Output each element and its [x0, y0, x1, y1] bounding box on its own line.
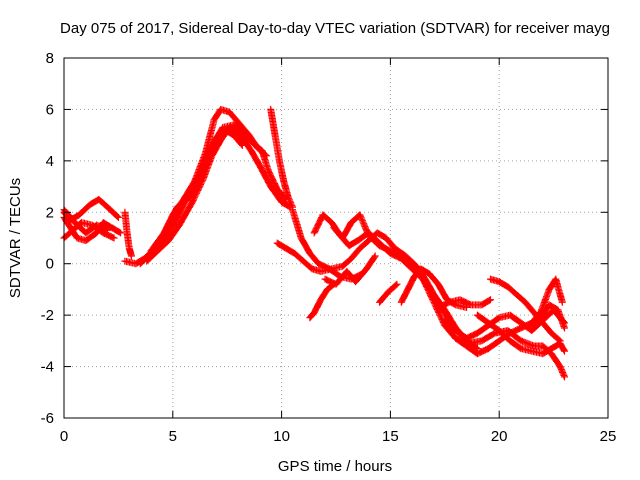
- y-tick-label: 6: [46, 101, 54, 118]
- grid: [64, 58, 608, 418]
- series-track-18: [397, 265, 471, 311]
- point-markers: [267, 105, 296, 211]
- x-tick-label: 20: [491, 428, 508, 445]
- x-tick-label: 10: [273, 428, 290, 445]
- y-tick-label: -2: [41, 307, 54, 324]
- point-markers: [321, 252, 379, 288]
- series-track-25: [528, 301, 568, 332]
- y-tick-label: 0: [46, 256, 54, 273]
- x-axis-label: GPS time / hours: [278, 458, 392, 475]
- series-track-5: [121, 208, 135, 260]
- chart-title: Day 075 of 2017, Sidereal Day-to-day VTE…: [60, 20, 610, 37]
- point-markers: [376, 280, 401, 306]
- point-markers: [306, 280, 338, 322]
- series-track-12: [306, 280, 338, 322]
- point-markers: [434, 296, 494, 311]
- series-track-19: [434, 296, 494, 311]
- y-tick-label: 4: [46, 153, 54, 170]
- series-track-9: [147, 121, 290, 255]
- series-track-17: [376, 280, 401, 306]
- series-track-16: [321, 252, 379, 288]
- data-points: [60, 105, 568, 381]
- y-tick-label: 8: [46, 50, 54, 67]
- x-tick-label: 15: [382, 428, 399, 445]
- y-axis-label: SDTVAR / TECUs: [7, 178, 24, 298]
- point-markers: [528, 301, 568, 332]
- y-tick-label: -6: [41, 410, 54, 427]
- x-tick-label: 25: [600, 428, 617, 445]
- point-markers: [330, 211, 492, 358]
- plot-frame: [63, 57, 609, 419]
- axes: 0 5 10 15 20 25 -6 -4 -2 0 2 4 6 8: [41, 50, 617, 445]
- series-track-10: [267, 105, 296, 211]
- series-track-8: [143, 123, 294, 265]
- point-markers: [397, 265, 471, 311]
- y-tick-label: -4: [41, 359, 54, 376]
- x-tick-label: 5: [169, 428, 177, 445]
- point-markers: [147, 121, 290, 255]
- series-track-15: [330, 211, 492, 358]
- y-tick-label: 2: [46, 204, 54, 221]
- point-markers: [121, 208, 135, 260]
- x-tick-label: 0: [60, 428, 68, 445]
- point-markers: [143, 123, 294, 265]
